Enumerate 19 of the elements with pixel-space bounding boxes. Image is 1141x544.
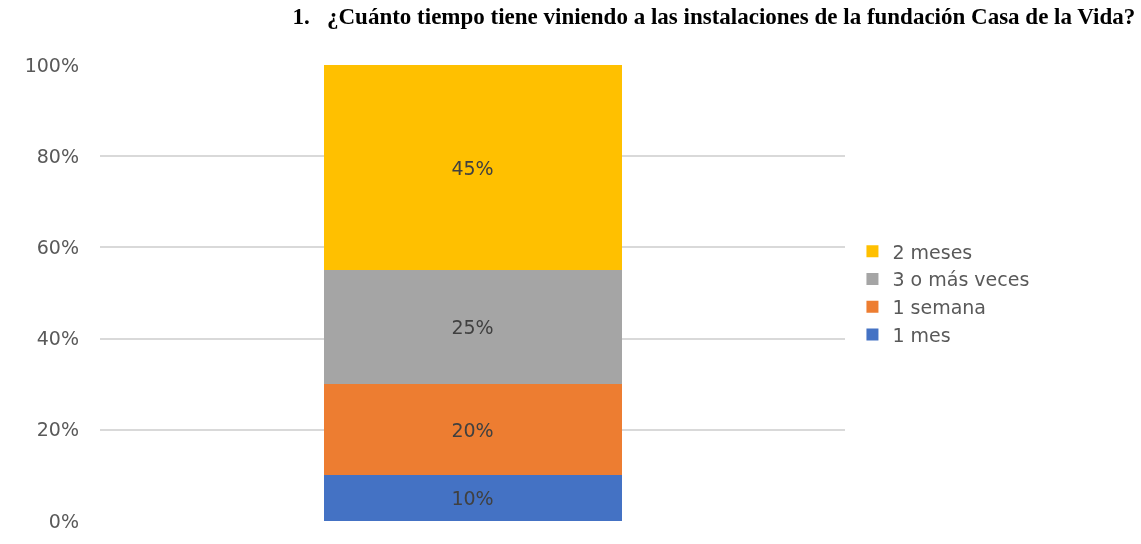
data-label: 45% <box>451 156 494 179</box>
legend-label: 1 mes <box>892 323 951 346</box>
legend-label: 3 o más veces <box>892 268 1030 291</box>
y-tick-label: 80% <box>36 144 79 167</box>
legend-label: 2 meses <box>892 240 973 263</box>
y-tick-label: 20% <box>36 418 79 441</box>
y-tick-label: 100% <box>24 53 79 76</box>
data-label: 20% <box>451 418 494 441</box>
bar <box>323 384 622 476</box>
legend-label: 1 semana <box>892 296 987 319</box>
y-tick-label: 60% <box>36 236 79 259</box>
bar <box>323 475 622 521</box>
data-label: 10% <box>451 487 494 510</box>
bar <box>323 65 622 271</box>
y-tick-label: 40% <box>36 327 79 350</box>
chart-title: 1. ¿Cuánto tiempo tiene viniendo a las instalaciones de la fundación Casa de la Vida? <box>292 4 1136 30</box>
y-tick-label: 0% <box>48 509 79 532</box>
data-label: 25% <box>451 316 494 339</box>
bar <box>323 270 622 385</box>
